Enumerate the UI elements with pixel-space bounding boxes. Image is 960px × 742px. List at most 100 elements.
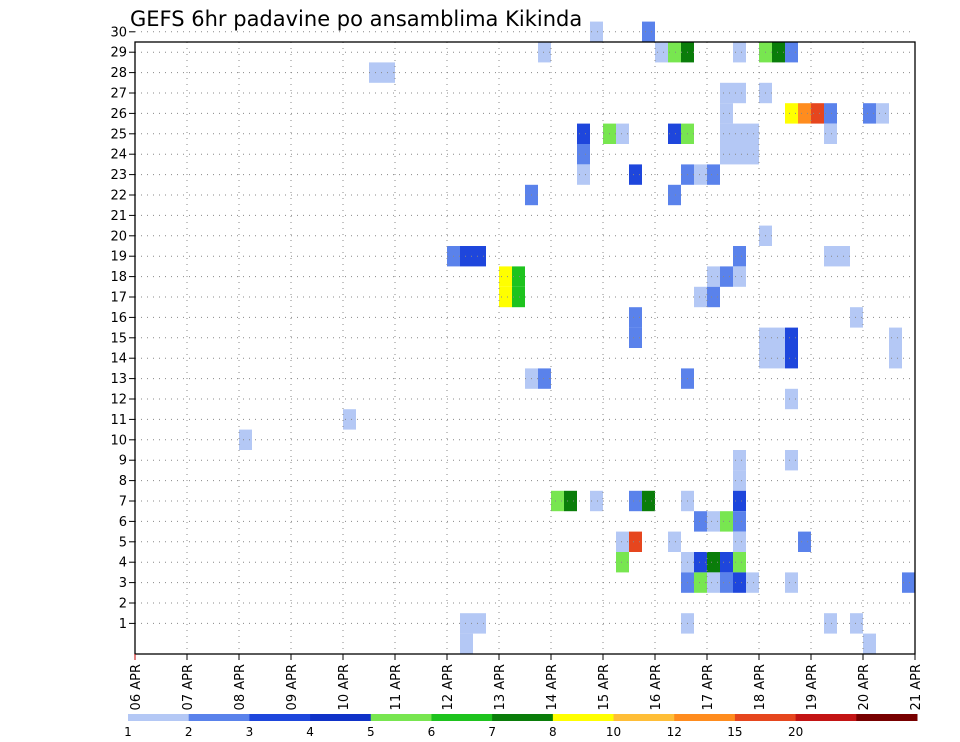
x-tick-label: 14 APR — [545, 664, 560, 710]
cell-m15-s58 — [889, 327, 902, 348]
cell-m1-s53 — [824, 613, 837, 634]
x-tick-label: 11 APR — [389, 664, 404, 710]
y-tick-label: 1 — [119, 617, 127, 632]
cell-m7-s35 — [590, 490, 603, 512]
cell-m30-s35 — [590, 21, 603, 42]
cell-m17-s29 — [512, 286, 525, 308]
cell-m3-s47 — [746, 572, 759, 593]
cell-m25-s47 — [746, 123, 759, 144]
cell-m9-s50 — [785, 450, 798, 471]
cell-m15-s49 — [772, 327, 785, 348]
colorbar-swatch — [128, 714, 190, 721]
y-tick-label: 3 — [119, 576, 127, 591]
cell-m5-s37 — [616, 531, 629, 552]
y-tick-label: 15 — [110, 331, 127, 346]
y-tick-label: 2 — [119, 597, 127, 612]
cell-m0-s56 — [863, 633, 876, 654]
colorbar-swatch — [674, 714, 736, 721]
y-tick-label: 12 — [110, 393, 127, 408]
cell-m3-s50 — [785, 572, 798, 593]
cell-m7-s39 — [642, 490, 655, 512]
x-tick-label: 15 APR — [597, 664, 612, 710]
cell-m27-s45 — [720, 82, 733, 104]
cell-m3-s45 — [720, 572, 733, 593]
colorbar-label: 8 — [549, 725, 557, 739]
cell-m25-s45 — [720, 123, 733, 144]
cell-m29-s40 — [655, 42, 668, 63]
colorbar-swatch — [613, 714, 675, 721]
y-tick-label: 19 — [110, 250, 127, 265]
y-tick-label: 14 — [110, 352, 127, 367]
cell-m4-s45 — [720, 552, 733, 573]
colorbar-label: 15 — [727, 725, 742, 739]
chart-title: GEFS 6hr padavine po ansamblima Kikinda — [130, 7, 582, 31]
colorbar-swatch — [552, 714, 615, 721]
cell-m25-s46 — [733, 123, 746, 144]
colorbar-swatch — [310, 714, 372, 721]
cell-m19-s46 — [733, 246, 746, 267]
cell-m19-s26 — [473, 246, 486, 267]
colorbar-swatch — [795, 714, 857, 721]
y-tick-label: 9 — [119, 454, 127, 469]
y-tick-label: 5 — [119, 535, 127, 550]
cell-m30-s39 — [642, 21, 655, 42]
cell-m18-s46 — [733, 266, 746, 287]
cell-m15-s38 — [629, 327, 642, 348]
y-tick-label: 23 — [110, 168, 127, 183]
colorbar-swatch — [734, 714, 797, 721]
colorbar-swatch — [370, 714, 432, 721]
y-axis: 1234567891011121314151617181920212223242… — [110, 25, 135, 632]
cell-m17-s44 — [707, 286, 720, 308]
cell-m26-s52 — [811, 103, 824, 124]
cell-m1-s25 — [460, 613, 473, 634]
colorbar-label: 7 — [488, 725, 496, 739]
colorbar-swatch — [856, 714, 918, 721]
y-tick-label: 6 — [119, 515, 127, 530]
y-tick-label: 24 — [110, 148, 127, 163]
x-tick-label: 07 APR — [181, 664, 196, 710]
cell-m29-s49 — [772, 42, 785, 63]
y-tick-label: 4 — [119, 556, 127, 571]
cell-m7-s32 — [551, 490, 564, 512]
cell-m19-s53 — [824, 246, 837, 267]
cell-m25-s41 — [668, 123, 681, 144]
cell-m29-s41 — [668, 42, 681, 63]
cell-m3-s43 — [694, 572, 707, 593]
y-tick-label: 22 — [110, 189, 127, 204]
y-tick-label: 7 — [119, 495, 127, 510]
cell-m4-s43 — [694, 552, 707, 573]
x-tick-label: 21 APR — [909, 664, 924, 710]
colorbar-label: 4 — [306, 725, 314, 739]
cell-m4-s46 — [733, 552, 746, 573]
cell-m26-s45 — [720, 103, 733, 124]
cell-m16-s38 — [629, 307, 642, 328]
cell-m1-s26 — [473, 613, 486, 634]
cell-m6-s46 — [733, 511, 746, 532]
y-tick-label: 18 — [110, 270, 127, 285]
cell-m4-s37 — [616, 552, 629, 573]
y-tick-label: 8 — [119, 474, 127, 489]
cell-m26-s57 — [876, 103, 889, 124]
colorbar-swatch — [431, 714, 493, 721]
cell-m1-s55 — [850, 613, 863, 634]
x-tick-label: 10 APR — [337, 664, 352, 710]
cell-m7-s38 — [629, 490, 642, 512]
cell-m5-s51 — [798, 531, 811, 552]
colorbar-swatch — [249, 714, 311, 721]
cell-m18-s29 — [512, 266, 525, 287]
cell-m6-s43 — [694, 511, 707, 532]
colorbar-label: 3 — [246, 725, 254, 739]
y-tick-label: 21 — [110, 209, 127, 224]
cell-m25-s53 — [824, 123, 837, 144]
colorbar-label: 20 — [788, 725, 803, 739]
y-tick-label: 17 — [110, 291, 127, 306]
cell-m6-s45 — [720, 511, 733, 532]
cell-m24-s34 — [577, 144, 590, 165]
cell-m26-s50 — [785, 103, 798, 124]
cell-m24-s46 — [733, 144, 746, 165]
cell-m26-s53 — [824, 103, 837, 124]
grid-lines — [135, 31, 915, 654]
colorbar-label: 1 — [124, 725, 132, 739]
cell-m10-s8 — [239, 429, 252, 450]
cell-m26-s51 — [798, 103, 811, 124]
